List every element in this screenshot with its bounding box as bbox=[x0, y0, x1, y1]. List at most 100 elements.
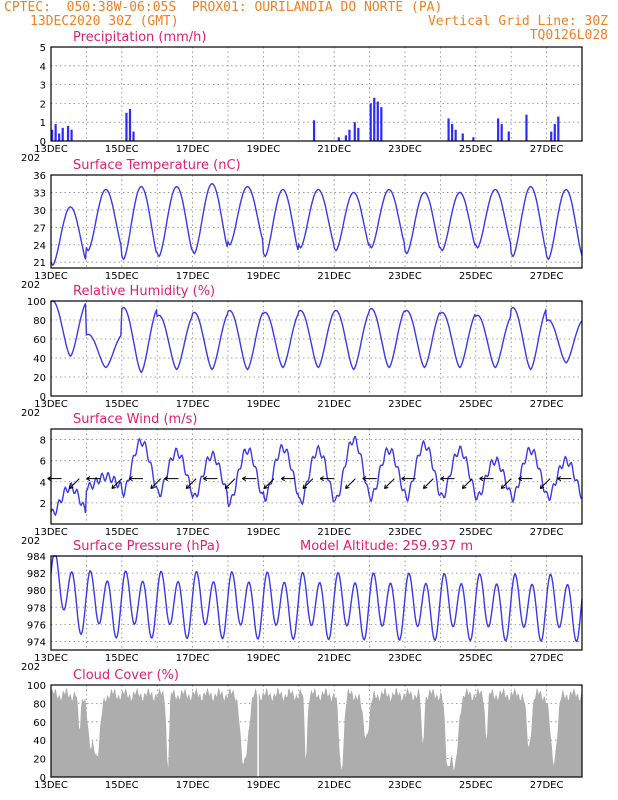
y-tick-label: 976 bbox=[27, 620, 46, 631]
wind-arrow-head bbox=[281, 478, 285, 482]
x-tick-label: 23DEC bbox=[388, 271, 422, 282]
precip-bar bbox=[553, 124, 556, 141]
precip-bar bbox=[337, 137, 340, 141]
x-tick-label: 27DEC bbox=[530, 271, 564, 282]
wind-arrow-head bbox=[518, 476, 523, 480]
wind-arrow-head bbox=[345, 484, 347, 489]
x-tick-label: 27DEC bbox=[530, 399, 564, 410]
x-tick-label: 15DEC bbox=[105, 271, 139, 282]
x-tick-label: 13DEC bbox=[34, 271, 68, 282]
wind-arrow bbox=[185, 478, 197, 489]
wind-arrow bbox=[423, 478, 434, 489]
y-tick-label: 2 bbox=[40, 499, 46, 510]
wind-arrow-head bbox=[479, 478, 484, 482]
wind-arrow-head bbox=[69, 487, 74, 489]
y-tick-label: 100 bbox=[27, 681, 46, 692]
x-tick-label: 17DEC bbox=[176, 399, 210, 410]
precip-bar bbox=[454, 129, 457, 141]
wind-arrow bbox=[302, 478, 314, 489]
cloud-cover-area bbox=[51, 687, 582, 777]
precip-bar bbox=[380, 107, 383, 141]
x-tick-label: 27DEC bbox=[530, 780, 564, 791]
wind-arrow-head bbox=[86, 478, 91, 482]
y-tick-label: 978 bbox=[27, 603, 46, 614]
y-tick-label: 30 bbox=[33, 206, 46, 217]
precip-bar bbox=[525, 114, 528, 141]
wind-arrow-head bbox=[461, 484, 464, 489]
x-tick-label: 15DEC bbox=[105, 144, 139, 155]
wind-arrow-head bbox=[242, 478, 247, 482]
wind-arrow-head bbox=[111, 484, 114, 489]
precip-bar bbox=[373, 97, 376, 141]
wind-arrow bbox=[263, 478, 275, 489]
x-tick-label: 21DEC bbox=[317, 527, 351, 538]
wind-arrow-head bbox=[281, 476, 285, 480]
precip-bar bbox=[497, 118, 500, 141]
x-tick-label: 25DEC bbox=[459, 271, 493, 282]
panel-frame bbox=[50, 300, 583, 397]
x-tick-label: 23DEC bbox=[388, 780, 422, 791]
x-year-fragment: 202 bbox=[21, 153, 40, 164]
wind-arrow-head bbox=[86, 476, 91, 480]
x-tick-label: 17DEC bbox=[176, 527, 210, 538]
series-line bbox=[50, 435, 583, 517]
x-tick-label: 15DEC bbox=[105, 780, 139, 791]
y-tick-label: 27 bbox=[33, 223, 46, 234]
precip-bar bbox=[376, 101, 379, 141]
x-tick-label: 19DEC bbox=[247, 653, 281, 664]
wind-arrow-head bbox=[440, 476, 445, 480]
wind-arrow-head bbox=[302, 487, 308, 489]
wind-arrow-head bbox=[164, 476, 169, 480]
wind-arrow-head bbox=[479, 476, 484, 480]
wind-arrow-head bbox=[186, 487, 191, 489]
panel-title: Surface Temperature (nC) bbox=[73, 158, 241, 173]
series-line bbox=[50, 555, 583, 643]
panel-1: 0 1 2 3 4 5 Precipitation (mm/h) 13DEC 15DEC 17DE… bbox=[21, 30, 583, 164]
wind-arrow-head bbox=[111, 487, 116, 489]
panel-frame bbox=[50, 684, 583, 778]
x-tick-label: 27DEC bbox=[530, 653, 564, 664]
precip-bar bbox=[369, 103, 372, 141]
wind-arrow-head bbox=[440, 478, 445, 482]
precip-bar bbox=[312, 120, 316, 141]
x-year-fragment: 202 bbox=[21, 662, 40, 673]
precip-bar bbox=[58, 133, 61, 141]
y-tick-label: 5 bbox=[40, 43, 46, 54]
series-line bbox=[50, 182, 583, 267]
wind-arrow-head bbox=[68, 484, 71, 489]
x-tick-label: 17DEC bbox=[176, 144, 210, 155]
y-tick-label: 40 bbox=[33, 736, 46, 747]
wind-arrow-head bbox=[401, 476, 406, 480]
panel-frame bbox=[50, 46, 583, 142]
x-year-fragment: 202 bbox=[21, 536, 40, 547]
precip-bar bbox=[451, 124, 454, 141]
x-tick-label: 21DEC bbox=[317, 399, 351, 410]
panel-frame bbox=[50, 555, 583, 651]
x-tick-label: 13DEC bbox=[34, 399, 68, 410]
wind-arrow-head bbox=[500, 484, 503, 489]
x-tick-label: 13DEC bbox=[34, 653, 68, 664]
wind-arrow bbox=[69, 478, 80, 489]
precip-bar bbox=[348, 129, 351, 141]
header-date: 13DEC2020 30Z (GMT) bbox=[30, 14, 179, 29]
x-year-fragment: 202 bbox=[21, 408, 40, 419]
x-tick-label: 21DEC bbox=[317, 271, 351, 282]
wind-arrow-head bbox=[128, 476, 133, 480]
precip-bar bbox=[132, 131, 135, 141]
wind-arrow-head bbox=[383, 484, 386, 489]
y-tick-label: 980 bbox=[27, 586, 46, 597]
wind-arrow-head bbox=[302, 484, 305, 489]
wind-arrow-head bbox=[540, 487, 545, 489]
wind-arrow-head bbox=[150, 487, 155, 489]
precip-bar bbox=[353, 122, 356, 141]
y-tick-label: 60 bbox=[33, 335, 46, 346]
precip-bar bbox=[125, 112, 128, 141]
precip-bar bbox=[61, 127, 64, 141]
wind-arrow-head bbox=[319, 478, 324, 482]
wind-arrow-head bbox=[203, 476, 208, 480]
x-tick-label: 19DEC bbox=[247, 399, 281, 410]
y-tick-label: 21 bbox=[33, 258, 46, 269]
wind-arrow-head bbox=[128, 478, 133, 482]
y-tick-label: 24 bbox=[33, 241, 46, 252]
header-run-id: TQ0126L028 bbox=[529, 28, 608, 43]
